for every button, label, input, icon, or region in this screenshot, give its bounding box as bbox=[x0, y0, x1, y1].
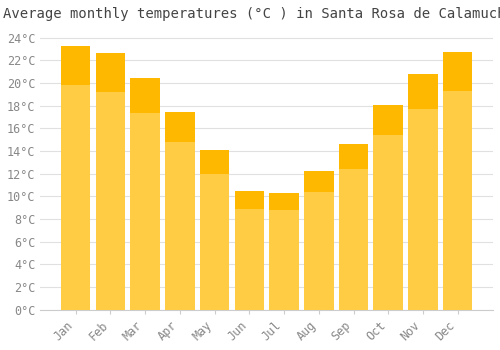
Bar bbox=[339, 144, 368, 310]
Bar bbox=[61, 46, 90, 310]
Bar bbox=[165, 112, 194, 142]
Bar bbox=[374, 105, 403, 310]
Bar bbox=[96, 54, 125, 310]
Bar bbox=[270, 193, 299, 310]
Bar bbox=[443, 52, 472, 91]
Bar bbox=[234, 191, 264, 209]
Bar bbox=[408, 74, 438, 310]
Bar bbox=[408, 74, 438, 109]
Bar bbox=[130, 78, 160, 113]
Bar bbox=[200, 150, 230, 174]
Bar bbox=[270, 193, 299, 210]
Bar bbox=[339, 144, 368, 169]
Bar bbox=[374, 105, 403, 135]
Bar bbox=[130, 78, 160, 310]
Bar bbox=[304, 172, 334, 310]
Bar bbox=[200, 150, 230, 310]
Title: Average monthly temperatures (°C ) in Santa Rosa de Calamuchita: Average monthly temperatures (°C ) in Sa… bbox=[3, 7, 500, 21]
Bar bbox=[304, 172, 334, 192]
Bar bbox=[96, 54, 125, 92]
Bar bbox=[443, 52, 472, 310]
Bar bbox=[165, 112, 194, 310]
Bar bbox=[61, 46, 90, 85]
Bar bbox=[234, 191, 264, 310]
